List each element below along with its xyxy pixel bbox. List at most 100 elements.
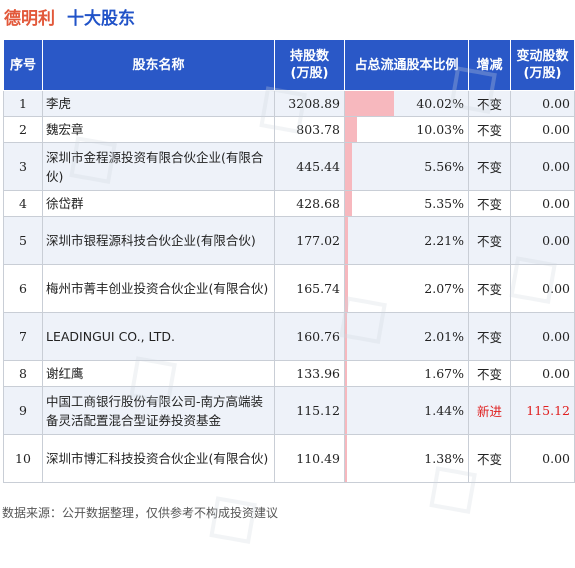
row-ratio-cell: 5.35% [344,190,469,217]
row-ratio-cell: 10.03% [344,116,469,143]
col-header-delta-line2: (万股) [523,66,562,81]
row-rank: 5 [3,216,43,265]
row-shares: 428.68 [274,190,345,217]
row-shareholder-name: 徐岱群 [42,190,275,217]
row-rank: 7 [3,312,43,361]
table-row: 2 魏宏章 803.78 10.03% 不变 0.00 [3,116,575,143]
table-row: 10 深圳市博汇科技投资合伙企业(有限合伙) 110.49 1.38% 不变 0.00 [3,434,575,483]
table-header-row: 序号 股东名称 持股数 (万股) 占总流通股本比例 增减 变动股数 (万股) [3,39,575,91]
row-delta: 0.00 [510,434,575,483]
row-shareholder-name: 魏宏章 [42,116,275,143]
row-shareholder-name: 谢红鹰 [42,360,275,387]
row-ratio-cell: 2.21% [344,216,469,265]
row-shareholder-name: 李虎 [42,90,275,117]
row-shareholder-name: LEADINGUI CO., LTD. [42,312,275,361]
row-shares: 160.76 [274,312,345,361]
row-rank: 4 [3,190,43,217]
table-row: 9 中国工商银行股份有限公司-南方高端装备灵活配置混合型证券投资基金 115.12 1… [3,386,575,435]
ratio-bar [345,313,348,360]
row-delta: 0.00 [510,360,575,387]
row-change: 不变 [468,434,511,483]
row-ratio: 2.07% [424,281,464,296]
row-change: 不变 [468,116,511,143]
row-shares: 115.12 [274,386,345,435]
ratio-bar [345,191,352,216]
data-source-footer: 数据来源：公开数据整理，仅供参考不构成投资建议 [2,506,279,520]
row-rank: 8 [3,360,43,387]
page-title: 十大股东 [67,8,135,29]
table-row: 7 LEADINGUI CO., LTD. 160.76 2.01% 不变 0.00 [3,312,575,361]
ratio-bar [345,91,395,116]
col-header-rank: 序号 [3,39,43,91]
row-shares: 110.49 [274,434,345,483]
company-name: 德明利 [4,8,55,29]
row-ratio-cell: 1.38% [344,434,469,483]
row-rank: 3 [3,142,43,191]
row-ratio: 5.35% [424,196,464,211]
row-ratio: 2.01% [424,329,464,344]
col-header-ratio: 占总流通股本比例 [344,39,469,91]
row-rank: 10 [3,434,43,483]
row-ratio: 5.56% [424,159,464,174]
row-shares: 165.74 [274,264,345,313]
row-ratio-cell: 5.56% [344,142,469,191]
table-row: 4 徐岱群 428.68 5.35% 不变 0.00 [3,190,575,217]
row-rank: 2 [3,116,43,143]
row-change: 不变 [468,142,511,191]
ratio-bar [345,435,347,482]
ratio-bar [345,387,347,434]
row-shareholder-name: 深圳市金程源投资有限合伙企业(有限合伙) [42,142,275,191]
ratio-bar [345,265,348,312]
row-ratio-cell: 40.02% [344,90,469,117]
row-change: 新进 [468,386,511,435]
col-header-delta: 变动股数 (万股) [510,39,575,91]
col-header-shares-line2: (万股) [290,66,329,81]
row-ratio: 1.67% [424,366,464,381]
row-shares: 3208.89 [274,90,345,117]
row-delta: 0.00 [510,190,575,217]
table-row: 6 梅州市菁丰创业投资合伙企业(有限合伙) 165.74 2.07% 不变 0.00 [3,264,575,313]
row-shares: 177.02 [274,216,345,265]
row-delta: 0.00 [510,216,575,265]
row-ratio-cell: 2.07% [344,264,469,313]
row-delta: 0.00 [510,90,575,117]
ratio-bar [345,117,358,142]
row-ratio: 2.21% [424,233,464,248]
row-delta: 0.00 [510,264,575,313]
shareholders-table: 序号 股东名称 持股数 (万股) 占总流通股本比例 增减 变动股数 (万股) 1… [3,39,575,483]
row-shares: 445.44 [274,142,345,191]
row-ratio-cell: 1.67% [344,360,469,387]
row-change: 不变 [468,216,511,265]
row-delta: 115.12 [510,386,575,435]
row-ratio: 10.03% [416,122,464,137]
row-rank: 9 [3,386,43,435]
row-shares: 133.96 [274,360,345,387]
ratio-bar [345,217,348,264]
row-change: 不变 [468,264,511,313]
row-ratio: 40.02% [416,96,464,111]
ratio-bar [345,361,348,386]
row-shares: 803.78 [274,116,345,143]
row-change: 不变 [468,90,511,117]
row-delta: 0.00 [510,116,575,143]
col-header-delta-line1: 变动股数 [516,49,569,64]
table-row: 3 深圳市金程源投资有限合伙企业(有限合伙) 445.44 5.56% 不变 0.00 [3,142,575,191]
row-shareholder-name: 中国工商银行股份有限公司-南方高端装备灵活配置混合型证券投资基金 [42,386,275,435]
col-header-name: 股东名称 [42,39,275,91]
col-header-change: 增减 [468,39,511,91]
row-delta: 0.00 [510,142,575,191]
row-ratio-cell: 2.01% [344,312,469,361]
row-ratio: 1.44% [424,403,464,418]
row-change: 不变 [468,360,511,387]
page-header: 德明利 十大股东 [4,2,135,30]
table-row: 8 谢红鹰 133.96 1.67% 不变 0.00 [3,360,575,387]
row-ratio: 1.38% [424,451,464,466]
row-rank: 6 [3,264,43,313]
table-row: 1 李虎 3208.89 40.02% 不变 0.00 [3,90,575,117]
col-header-shares: 持股数 (万股) [274,39,345,91]
ratio-bar [345,143,352,190]
row-shareholder-name: 梅州市菁丰创业投资合伙企业(有限合伙) [42,264,275,313]
row-change: 不变 [468,190,511,217]
row-shareholder-name: 深圳市博汇科技投资合伙企业(有限合伙) [42,434,275,483]
row-delta: 0.00 [510,312,575,361]
